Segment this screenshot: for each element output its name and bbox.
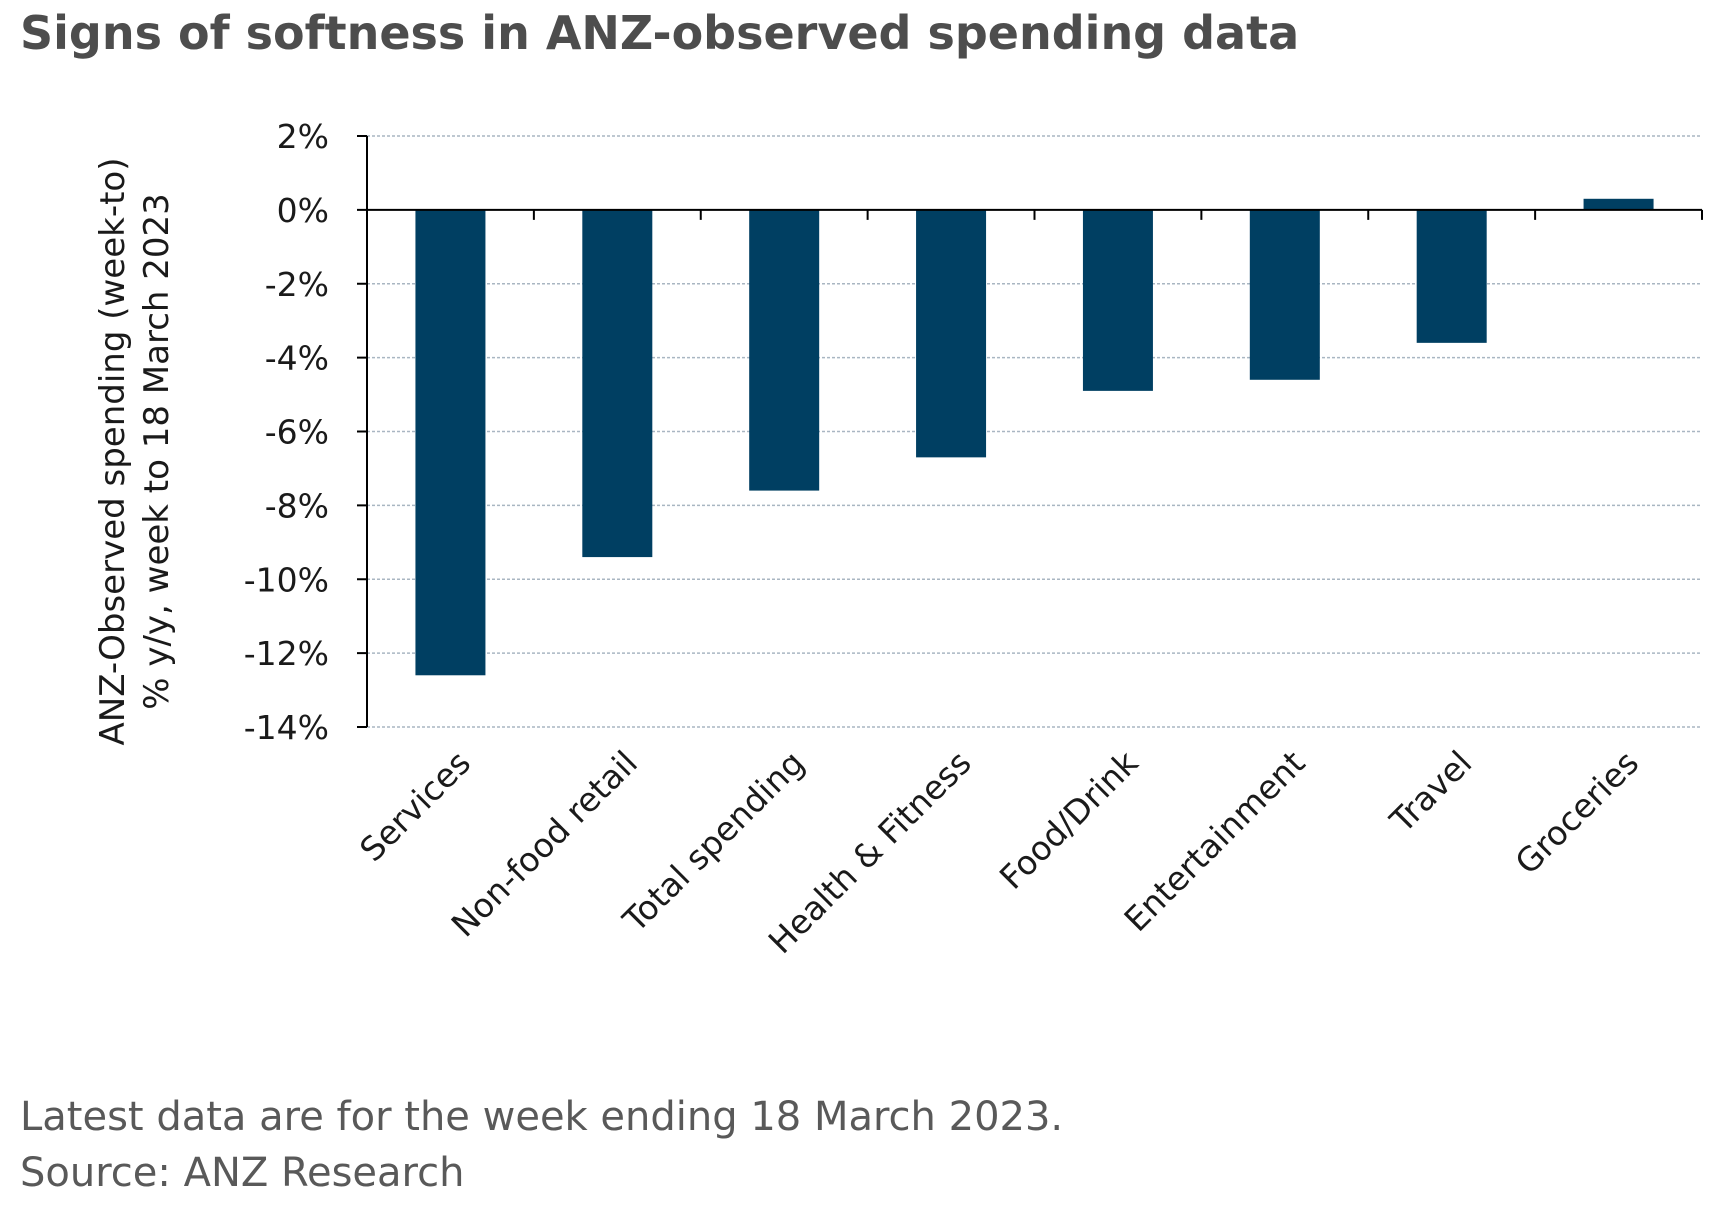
bar-health-fitness bbox=[916, 209, 987, 458]
y-axis-title-line: ANZ-Observed spending (week-to) bbox=[93, 158, 133, 746]
x-category-label: Entertainment bbox=[1117, 743, 1313, 939]
x-category-label: Services bbox=[352, 743, 478, 869]
y-tick-label: -2% bbox=[265, 265, 329, 304]
bar-non-food-retail bbox=[582, 209, 653, 558]
y-tick-label: -8% bbox=[265, 486, 329, 525]
chart-title: Signs of softness in ANZ-observed spendi… bbox=[20, 6, 1300, 60]
y-tick-labels: 2% 0% -2% -4% -6% -8% -10% -12% -14% bbox=[244, 117, 329, 747]
bar-entertainment bbox=[1249, 209, 1320, 380]
y-tick-label: 2% bbox=[277, 117, 329, 156]
y-tick-label: -4% bbox=[265, 339, 329, 378]
bar-total-spending bbox=[749, 209, 820, 491]
bar-travel bbox=[1416, 209, 1487, 343]
bars bbox=[415, 198, 1654, 676]
y-axis-title: ANZ-Observed spending (week-to)% y/y, we… bbox=[93, 158, 177, 746]
y-tick-label: -12% bbox=[244, 634, 329, 673]
x-category-label: Travel bbox=[1382, 743, 1480, 841]
bar-services bbox=[415, 209, 486, 676]
y-tick-label: -14% bbox=[244, 708, 329, 747]
footnote: Latest data are for the week ending 18 M… bbox=[20, 1094, 1064, 1140]
x-category-label: Groceries bbox=[1507, 743, 1646, 882]
y-axis-title-line: % y/y, week to 18 March 2023 bbox=[137, 193, 177, 710]
x-category-label: Food/Drink bbox=[992, 742, 1146, 896]
y-tick-label: -6% bbox=[265, 413, 329, 452]
gridlines bbox=[367, 135, 1702, 728]
source-note: Source: ANZ Research bbox=[20, 1150, 465, 1196]
bar-groceries bbox=[1583, 198, 1654, 210]
y-tick-label: 0% bbox=[277, 191, 329, 230]
axes bbox=[357, 135, 1703, 728]
y-tick-label: -10% bbox=[244, 560, 329, 599]
bar-food-drink bbox=[1082, 209, 1153, 391]
